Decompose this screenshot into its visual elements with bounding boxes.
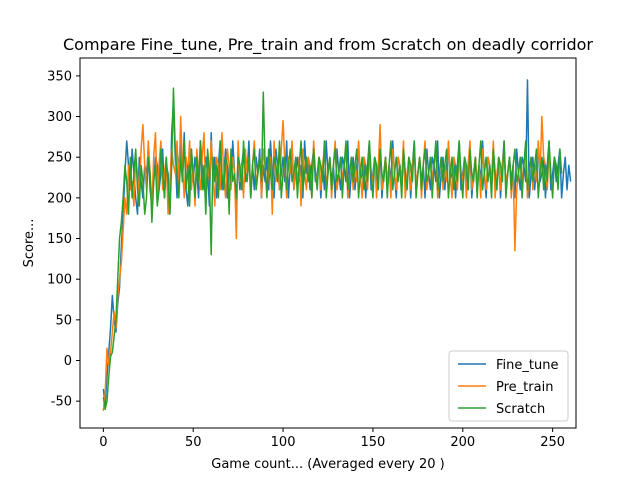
legend-label-pre-train: Pre_train <box>496 380 553 395</box>
legend-label-scratch: Scratch <box>496 402 545 417</box>
x-tick-label: 200 <box>450 435 475 450</box>
y-tick-label: 50 <box>55 313 72 328</box>
x-tick-label: 0 <box>99 435 107 450</box>
chart-title: Compare Fine_tune, Pre_train and from Sc… <box>63 35 593 55</box>
y-tick-label: 200 <box>47 191 72 206</box>
x-tick-label: 150 <box>361 435 386 450</box>
y-tick-label: 100 <box>47 273 72 288</box>
y-tick-label: 350 <box>47 69 72 84</box>
legend-label-fine-tune: Fine_tune <box>496 358 558 373</box>
legend: Fine_tune Pre_train Scratch <box>448 350 569 422</box>
y-tick-label: 300 <box>47 110 72 125</box>
series-group <box>102 79 572 411</box>
y-tick-label: 250 <box>47 151 72 166</box>
series-line-scratch <box>102 87 563 411</box>
y-tick-label: -50 <box>51 395 72 410</box>
plot-frame <box>79 57 577 429</box>
legend-frame <box>448 350 569 422</box>
x-axis-ticks: 0 50 100 150 200 250 <box>99 428 565 450</box>
y-tick-label: 150 <box>47 232 72 247</box>
x-tick-label: 100 <box>271 435 296 450</box>
y-axis-ticks: -50 0 50 100 150 200 250 300 350 <box>47 69 80 410</box>
plot-area <box>79 57 577 429</box>
x-axis-label: Game count... (Averaged every 20 ) <box>211 457 445 472</box>
x-tick-label: 250 <box>540 435 565 450</box>
y-tick-label: 0 <box>64 354 72 369</box>
x-tick-label: 50 <box>185 435 202 450</box>
legend-item-scratch: Scratch <box>458 402 545 417</box>
legend-item-pre-train: Pre_train <box>458 380 553 395</box>
legend-item-fine-tune: Fine_tune <box>458 358 558 373</box>
y-axis-label: Score... <box>22 219 37 268</box>
